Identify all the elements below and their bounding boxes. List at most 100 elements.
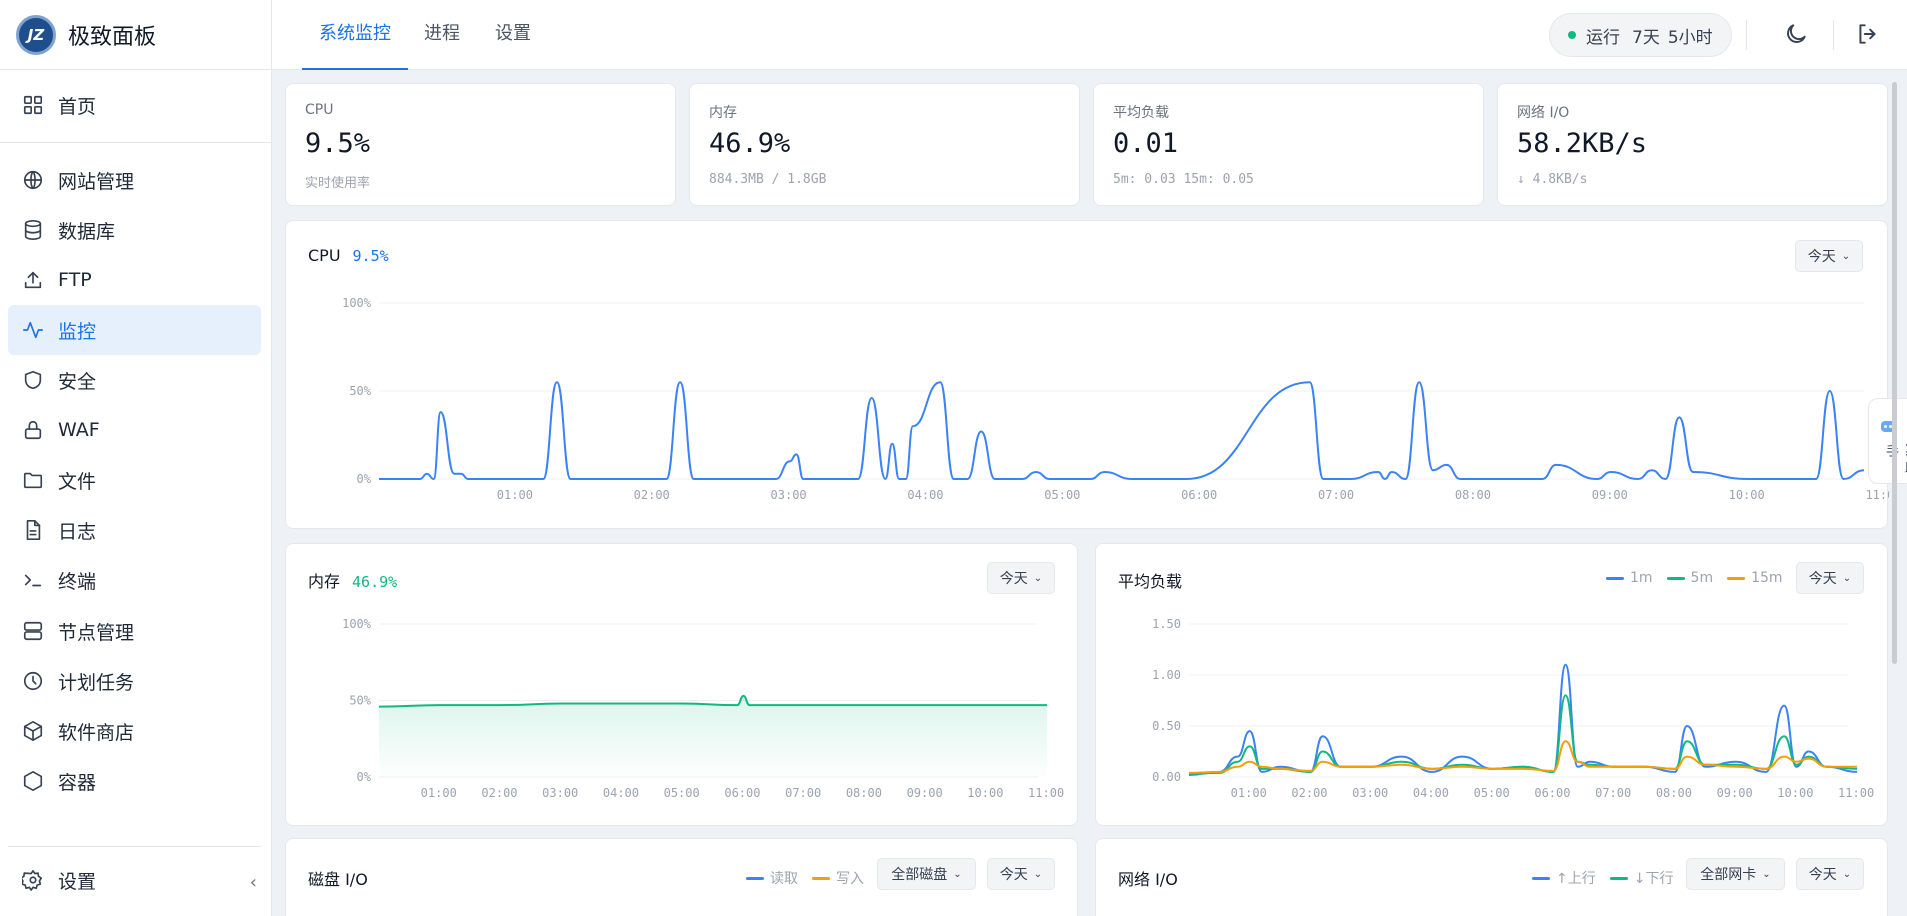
x-tick-label: 08:00: [1656, 786, 1692, 800]
disk-filter-dropdown[interactable]: 全部磁盘 ⌄: [877, 858, 976, 890]
range-label: 今天: [1808, 571, 1837, 587]
x-tick-label: 08:00: [1455, 488, 1491, 502]
scrollbar[interactable]: [1892, 82, 1897, 664]
y-tick-label: 1.50: [1152, 617, 1181, 631]
chevron-down-icon: ⌄: [953, 868, 962, 880]
range-label: 今天: [999, 867, 1028, 883]
sidebar-item-label: 设置: [58, 870, 97, 893]
logout-button[interactable]: [1855, 21, 1883, 49]
theme-toggle-button[interactable]: [1783, 21, 1811, 49]
divider: [1746, 20, 1747, 50]
legend-label: ↑上行: [1556, 871, 1596, 887]
y-tick-label: 0%: [357, 472, 372, 486]
server-icon: [23, 621, 43, 641]
sidebar-item-label: 网站管理: [58, 170, 135, 193]
x-tick-label: 11:00: [1865, 488, 1889, 502]
sidebar-item-7[interactable]: 文件: [8, 455, 261, 505]
legend-label: 15m: [1751, 570, 1783, 586]
uptime-hours: 5小时: [1667, 27, 1713, 48]
disk-io-panel: 磁盘 I/O 读取 写入 全部磁盘 ⌄ 今天 ⌄: [285, 838, 1078, 916]
panel-title: 内存 46.9%: [308, 568, 397, 592]
sidebar-item-label: FTP: [58, 269, 92, 291]
logout-icon: [1859, 24, 1876, 44]
grid-icon: [23, 95, 43, 115]
sidebar-item-1[interactable]: 网站管理: [8, 155, 261, 205]
sidebar-item-2[interactable]: 数据库: [8, 205, 261, 255]
legend-item-download[interactable]: ↓下行: [1609, 868, 1673, 888]
panel-title-text: 磁盘 I/O: [308, 870, 368, 889]
range-dropdown[interactable]: 今天 ⌄: [987, 562, 1055, 594]
load-chart: 1.50 1.00 0.50 0.00 01:00 02:00 03:00 04:00 05:0…: [1152, 617, 1874, 800]
series-area: [379, 695, 1048, 777]
sidebar-item-6[interactable]: WAF: [8, 405, 261, 455]
tab-process[interactable]: 进程: [424, 23, 460, 44]
stat-value: 9.5%: [305, 128, 371, 159]
x-tick-label: 03:00: [542, 786, 578, 800]
range-dropdown[interactable]: 今天 ⌄: [987, 858, 1055, 890]
sidebar-item-label: 数据库: [58, 220, 116, 243]
sidebar-item-5[interactable]: 安全: [8, 355, 261, 405]
sidebar-item-12[interactable]: 软件商店: [8, 706, 261, 756]
sidebar-item-11[interactable]: 计划任务: [8, 656, 261, 706]
database-icon: [24, 220, 42, 240]
memory-chart-panel: 内存 46.9% 今天 ⌄ 100% 50% 0% 01:00 02:00 03:00 04:0…: [285, 543, 1078, 826]
range-dropdown[interactable]: 今天 ⌄: [1796, 858, 1864, 890]
legend-item-write[interactable]: 写入: [812, 868, 864, 888]
sidebar-item-3[interactable]: FTP: [8, 255, 261, 305]
nav-divider: [0, 142, 272, 143]
brand[interactable]: JZ 极致面板: [0, 0, 271, 70]
chevron-down-icon: ⌄: [1762, 868, 1771, 880]
sidebar-item-4[interactable]: 监控: [8, 305, 261, 355]
robot-icon: [1881, 421, 1895, 432]
tab-system-monitor[interactable]: 系统监控: [302, 0, 408, 70]
x-tick-label: 09:00: [907, 786, 943, 800]
legend-item-1m[interactable]: 1m: [1606, 570, 1653, 586]
tab-settings[interactable]: 设置: [495, 23, 531, 44]
stat-card-load: 平均负载 0.01 5m: 0.03 15m: 0.05: [1093, 83, 1484, 206]
collapse-sidebar-icon[interactable]: ‹: [249, 872, 257, 893]
stat-sub: 实时使用率: [305, 176, 371, 191]
sidebar-item-13[interactable]: 容器: [8, 756, 261, 806]
globe-icon: [23, 170, 43, 190]
x-tick-label: 04:00: [603, 786, 639, 800]
chevron-down-icon: ⌄: [1033, 572, 1043, 584]
range-dropdown[interactable]: 今天 ⌄: [1795, 240, 1863, 272]
uptime-days: 7天: [1632, 27, 1660, 48]
clock-icon: [23, 671, 43, 691]
moon-icon: [1787, 24, 1806, 43]
panel-title: 磁盘 I/O: [308, 866, 368, 890]
x-tick-label: 04:00: [907, 488, 943, 502]
package-icon: [23, 721, 43, 741]
range-dropdown[interactable]: 今天 ⌄: [1796, 562, 1864, 594]
legend-label: 5m: [1690, 570, 1714, 586]
hexagon-icon: [23, 771, 43, 791]
memory-chart: 100% 50% 0% 01:00 02:00 03:00 04:00 05:00 06:00 0…: [342, 617, 1064, 800]
load-chart-panel: 平均负载 1m 5m 15m 今天 ⌄ 1.50 1.00 0.50 0.00 01:00…: [1095, 543, 1888, 826]
series-line-0: [378, 381, 1865, 481]
net-io-panel: 网络 I/O ↑上行 ↓下行 全部网卡 ⌄ 今天 ⌄: [1095, 838, 1888, 916]
x-tick-label: 11:00: [1838, 786, 1874, 800]
divider: [1833, 20, 1834, 50]
sidebar-item-settings[interactable]: 设置: [8, 855, 261, 905]
y-tick-label: 1.00: [1152, 668, 1181, 682]
series-line-5m: [1188, 694, 1858, 775]
stat-sub: 5m: 0.03 15m: 0.05: [1113, 172, 1254, 187]
sidebar-item-10[interactable]: 节点管理: [8, 606, 261, 656]
y-tick-label: 50%: [349, 694, 371, 708]
panel-title-text: 平均负载: [1118, 572, 1183, 591]
sidebar-item-8[interactable]: 日志: [8, 505, 261, 555]
sidebar-item-9[interactable]: 终端: [8, 555, 261, 605]
sidebar-item-0[interactable]: 首页: [8, 80, 261, 130]
nic-filter-dropdown[interactable]: 全部网卡 ⌄: [1686, 858, 1785, 890]
y-tick-label: 0.50: [1152, 719, 1181, 733]
chevron-down-icon: ⌄: [1842, 572, 1852, 584]
folder-icon: [23, 472, 43, 489]
x-tick-label: 01:00: [1231, 786, 1267, 800]
legend-item-15m[interactable]: 15m: [1727, 570, 1783, 586]
shield-icon: [24, 370, 42, 390]
legend-item-5m[interactable]: 5m: [1666, 570, 1714, 586]
series-line-1m: [1188, 663, 1858, 776]
ai-assistant-tab[interactable]: AI 助手: [1868, 398, 1907, 484]
legend-item-read[interactable]: 读取: [746, 868, 798, 888]
legend-item-upload[interactable]: ↑上行: [1532, 868, 1596, 888]
